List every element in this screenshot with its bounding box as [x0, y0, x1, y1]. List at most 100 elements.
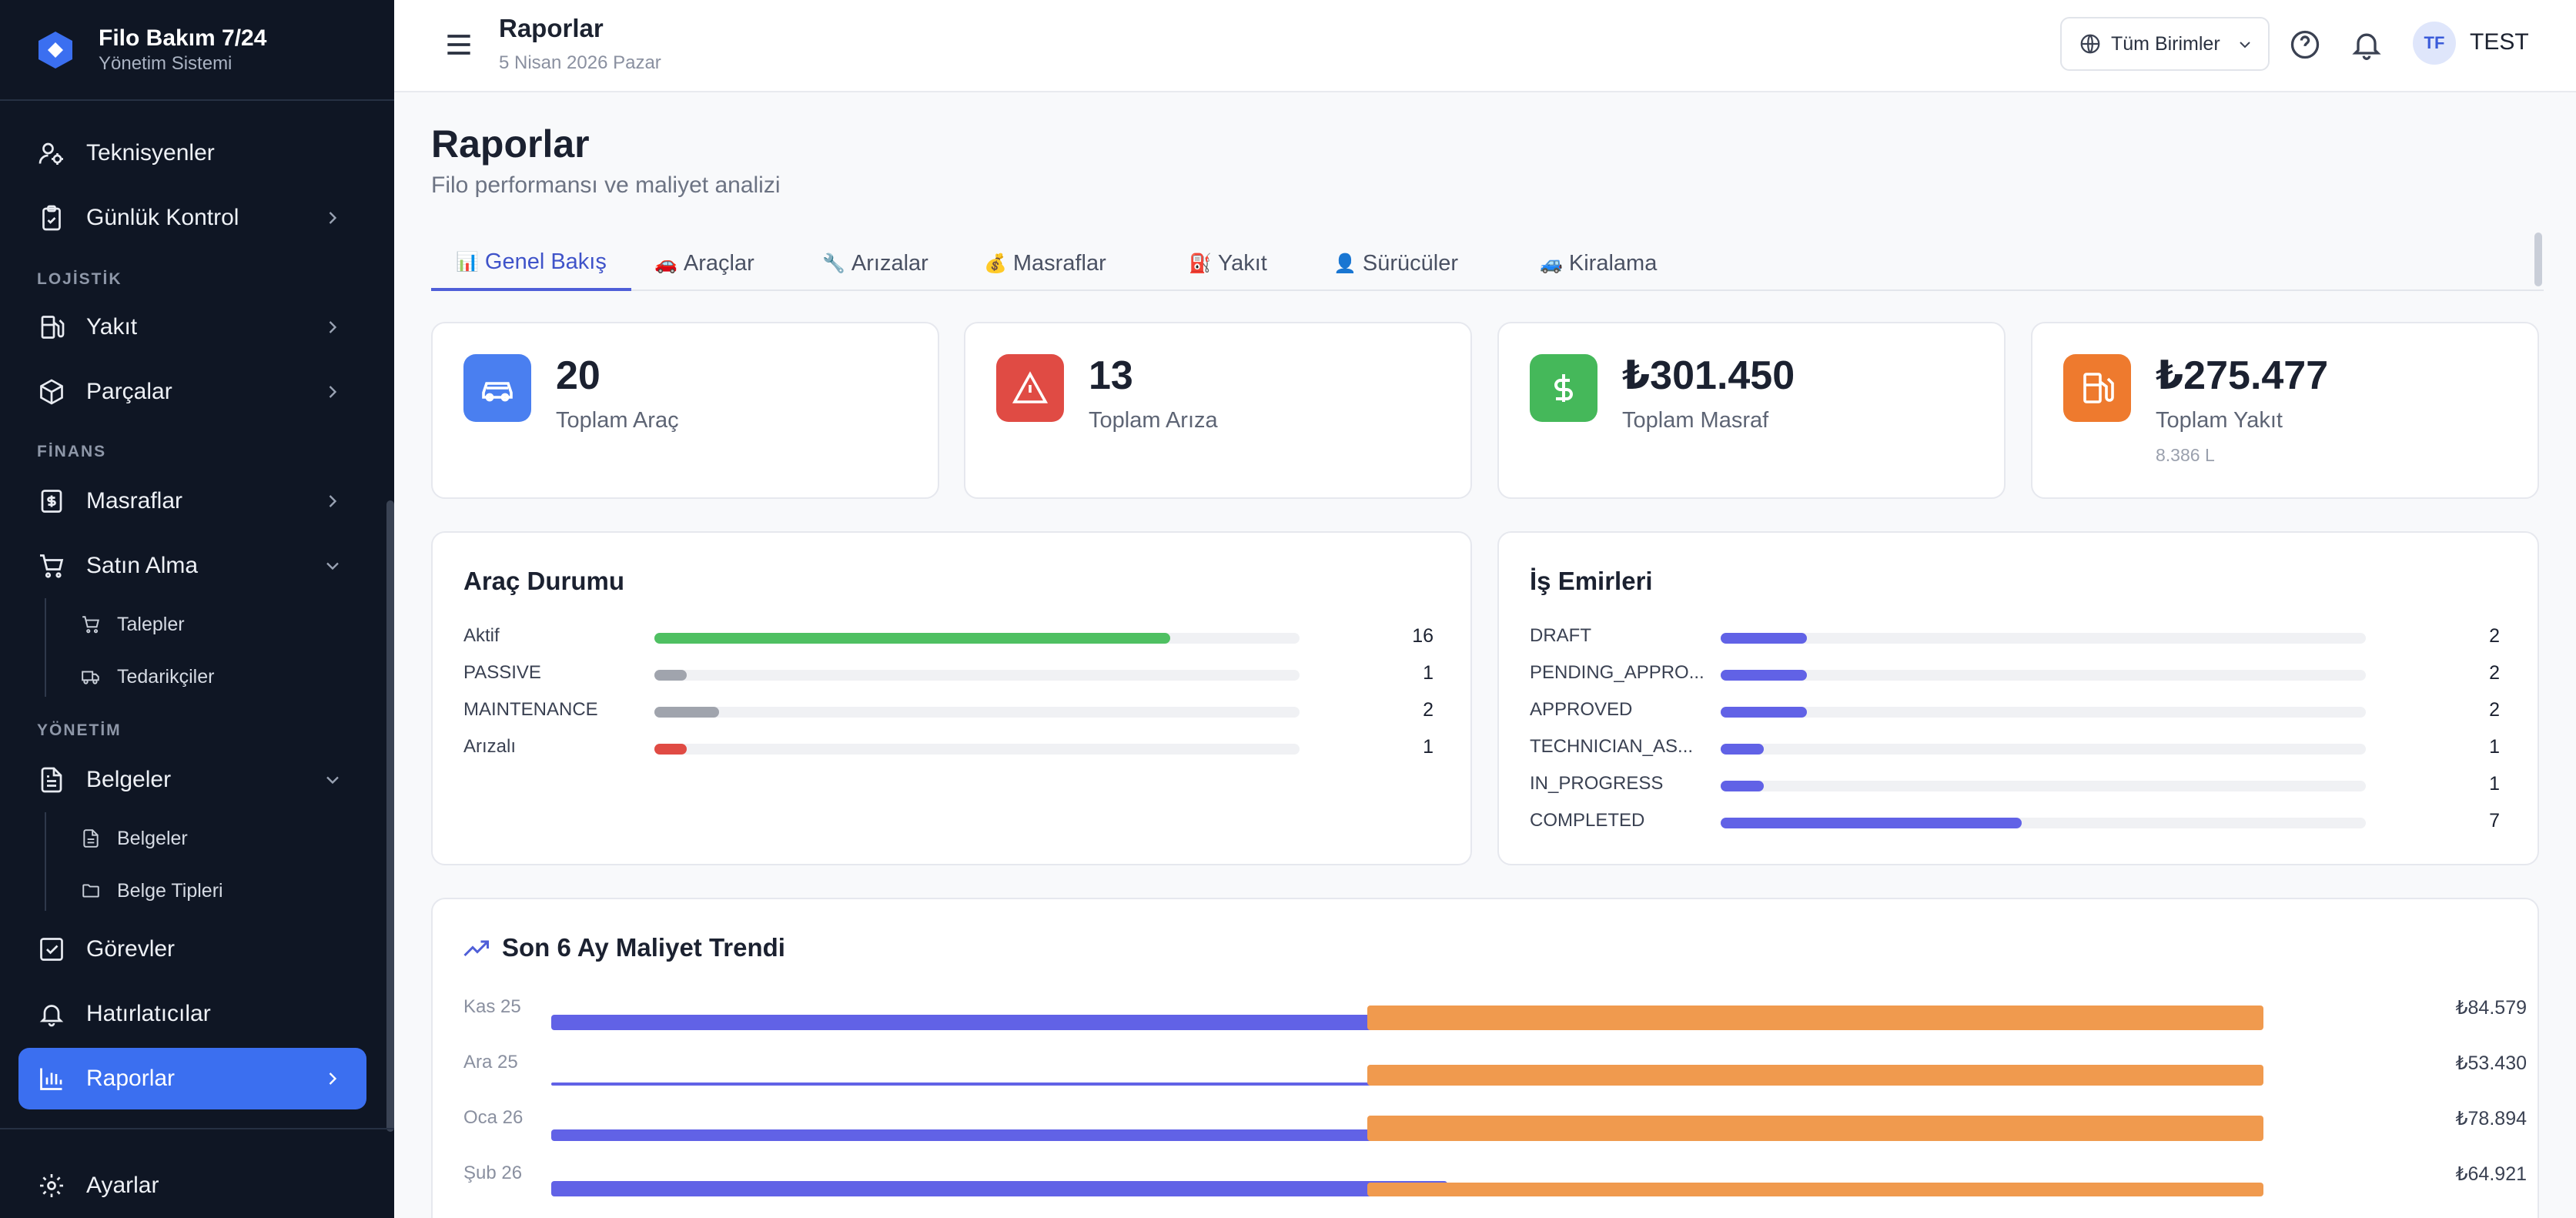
- sidebar-item-fuel[interactable]: Yakıt: [18, 296, 366, 358]
- cost-trend-card: Son 6 Ay Maliyet Trendi Kas 25 ₺84.579 Ara…: [431, 898, 2539, 1218]
- progress-track: [1721, 707, 2366, 718]
- trend-total: ₺64.921: [2455, 1163, 2527, 1185]
- gear-icon: [37, 1171, 66, 1200]
- tab-fuel[interactable]: ⛽ Yakıt: [1164, 236, 1292, 291]
- chevron-down-icon: [2240, 42, 2250, 49]
- sidebar-subitem-document-types[interactable]: Belge Tipleri: [80, 868, 223, 914]
- sidebar-subitem-suppliers[interactable]: Tedarikçiler: [80, 654, 214, 700]
- trend-bar-series-b: [1367, 1183, 2263, 1196]
- status-count: 2: [1423, 699, 1434, 721]
- tabs-scrollbar[interactable]: [2534, 233, 2542, 286]
- tab-vehicles[interactable]: 🚗 Araçlar: [630, 236, 779, 291]
- card-title: Araç Durumu: [463, 567, 625, 595]
- sidebar-item-label: Günlük Kontrol: [86, 205, 239, 230]
- trend-row: Kas 25 ₺84.579: [463, 993, 2527, 1039]
- sidebar-item-expenses[interactable]: Masraflar: [18, 470, 366, 532]
- user-name[interactable]: TEST: [2470, 29, 2529, 55]
- sidebar-scrollbar[interactable]: [386, 500, 394, 1132]
- topbar-title: Raporlar: [499, 14, 604, 42]
- status-row: DRAFT 2: [1530, 621, 2500, 651]
- wrench-emoji-icon: 🔧: [822, 253, 845, 274]
- trend-bar-series-b: [1367, 1006, 2263, 1030]
- cart-icon: [80, 614, 102, 635]
- status-row: Aktif 16: [463, 621, 1434, 651]
- status-label: COMPLETED: [1530, 810, 1645, 831]
- warning-icon: [996, 354, 1064, 422]
- progress-track: [1721, 744, 2366, 755]
- submenu-line: [45, 598, 46, 697]
- brand[interactable]: Filo Bakım 7/24 Yönetim Sistemi: [0, 0, 394, 101]
- sidebar-item-label: Masraflar: [86, 488, 183, 514]
- status-count: 2: [2489, 699, 2500, 721]
- sidebar-item-reminders[interactable]: Hatırlatıcılar: [18, 983, 366, 1045]
- bell-icon[interactable]: [2350, 28, 2384, 62]
- sidebar-item-label: Teknisyenler: [86, 140, 215, 166]
- sidebar-item-parts[interactable]: Parçalar: [18, 361, 366, 423]
- work-orders-card: İş Emirleri DRAFT 2 PENDING_APPRO... 2 APPRO…: [1497, 531, 2539, 865]
- progress-track: [1721, 781, 2366, 791]
- tab-label: Sürücüler: [1362, 250, 1459, 276]
- folder-icon: [80, 880, 102, 902]
- card-title: İş Emirleri: [1530, 567, 1653, 595]
- progress-fill: [1721, 744, 1764, 755]
- progress-track: [1721, 633, 2366, 644]
- stat-value: ₺301.450: [1622, 353, 1795, 398]
- help-icon[interactable]: [2288, 28, 2322, 62]
- trend-bar-series-b: [1367, 1065, 2263, 1086]
- sidebar-subitem-documents[interactable]: Belgeler: [80, 815, 188, 862]
- chevron-down-icon: [326, 562, 339, 571]
- sidebar-item-daily-check[interactable]: Günlük Kontrol: [18, 187, 366, 249]
- menu-icon[interactable]: [442, 28, 476, 62]
- trend-bar-series-a: [551, 1129, 1447, 1141]
- fuel-icon: [2063, 354, 2131, 422]
- topbar: Raporlar 5 Nisan 2026 Pazar Tüm Birimler…: [394, 0, 2576, 92]
- money-bag-emoji-icon: 💰: [984, 253, 1007, 274]
- chart-emoji-icon: 📊: [456, 251, 479, 273]
- chevron-right-icon: [329, 495, 337, 507]
- progress-track: [654, 744, 1300, 755]
- tab-label: Arızalar: [851, 250, 928, 276]
- card-title: Son 6 Ay Maliyet Trendi: [502, 933, 785, 962]
- unit-select-value: Tüm Birimler: [2111, 32, 2220, 55]
- sidebar-item-documents[interactable]: Belgeler: [18, 749, 366, 811]
- tab-faults[interactable]: 🔧 Arızalar: [798, 236, 953, 291]
- trend-month-label: Oca 26: [463, 1107, 524, 1128]
- bell-icon: [37, 999, 66, 1029]
- progress-fill: [1721, 633, 1807, 644]
- progress-fill: [1721, 707, 1807, 718]
- unit-select[interactable]: Tüm Birimler: [2060, 17, 2270, 71]
- tab-label: Yakıt: [1217, 250, 1267, 276]
- tab-overview[interactable]: 📊 Genel Bakış: [431, 236, 631, 291]
- receipt-icon: [37, 487, 66, 516]
- sidebar-subitem-label: Belge Tipleri: [117, 879, 223, 902]
- logo-icon: [38, 31, 72, 69]
- status-row: APPROVED 2: [1530, 694, 2500, 725]
- stat-value: ₺275.477: [2156, 353, 2329, 398]
- sidebar-item-technicians[interactable]: Teknisyenler: [18, 122, 366, 184]
- tab-expenses[interactable]: 💰 Masraflar: [959, 236, 1131, 291]
- stat-card-fuel: ₺275.477 Toplam Yakıt 8.386 L: [2031, 322, 2539, 499]
- status-count: 16: [1412, 625, 1434, 647]
- suv-emoji-icon: 🚙: [1540, 253, 1563, 274]
- status-label: DRAFT: [1530, 625, 1591, 646]
- trend-total: ₺53.430: [2455, 1052, 2527, 1074]
- sidebar-subitem-requests[interactable]: Talepler: [80, 601, 185, 647]
- status-row: PASSIVE 1: [463, 658, 1434, 688]
- trend-bar-series-a: [551, 1181, 1447, 1196]
- sidebar-divider: [0, 1128, 394, 1129]
- sidebar-item-settings[interactable]: Ayarlar: [18, 1155, 366, 1216]
- vehicle-status-card: Araç Durumu Aktif 16 PASSIVE 1 MAINTENANCE 2 A…: [431, 531, 1472, 865]
- trend-bar-series-a: [551, 1082, 1447, 1086]
- avatar[interactable]: TF: [2413, 22, 2456, 65]
- tab-rental[interactable]: 🚙 Kiralama: [1515, 236, 1681, 291]
- tab-drivers[interactable]: 👤 Sürücüler: [1309, 236, 1483, 291]
- trend-row: Oca 26 ₺78.894: [463, 1104, 2527, 1150]
- status-label: TECHNICIAN_AS...: [1530, 736, 1694, 757]
- progress-track: [654, 670, 1300, 681]
- stat-card-expenses: ₺301.450 Toplam Masraf: [1497, 322, 2006, 499]
- tab-label: Genel Bakış: [484, 249, 607, 274]
- sidebar-item-purchasing[interactable]: Satın Alma: [18, 535, 366, 597]
- sidebar-item-tasks[interactable]: Görevler: [18, 919, 366, 980]
- sidebar-item-reports[interactable]: Raporlar: [18, 1048, 366, 1109]
- cart-icon: [37, 551, 66, 581]
